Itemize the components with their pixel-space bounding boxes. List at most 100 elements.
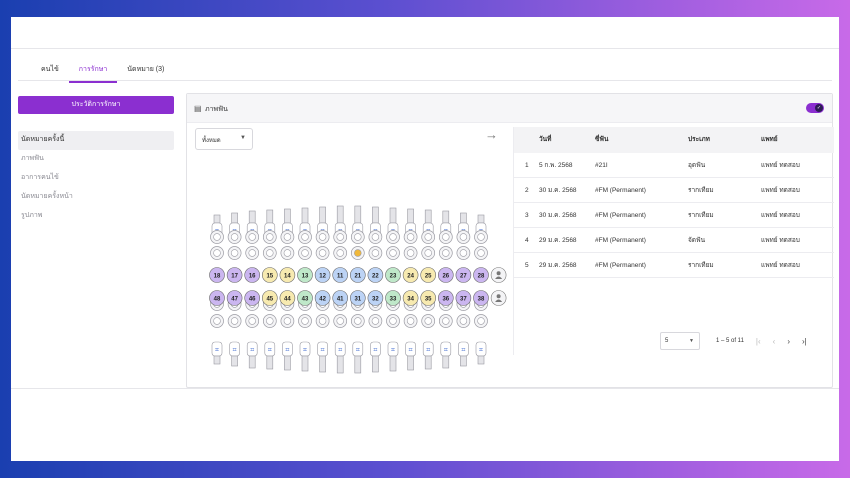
tooth-number: 33	[390, 296, 397, 302]
tooth-number: 46	[249, 296, 256, 302]
tooth-chart-icon: ▤	[194, 104, 202, 113]
tooth-surface-center	[283, 317, 292, 325]
tooth-root-22	[372, 206, 379, 224]
tooth-number-badge	[437, 290, 454, 306]
row-index: 2	[525, 187, 529, 194]
panel-title: ภาพฟัน	[205, 106, 228, 113]
tooth-root-42	[319, 355, 326, 373]
tooth-number: 47	[231, 296, 238, 302]
tooth-root-11	[336, 205, 344, 224]
tooth-occlusal-41: ⌗	[338, 347, 342, 354]
filter-value: ทั้งหมด	[202, 138, 221, 144]
tooth-root-18	[213, 214, 221, 224]
row-type: รากเทียม	[688, 262, 714, 269]
tooth-root-36	[442, 355, 450, 369]
tooth-root-35	[424, 355, 432, 370]
tooth-number: 44	[284, 296, 291, 302]
tooth-surface-center	[266, 249, 274, 257]
tooth-number: 42	[319, 296, 326, 302]
tooth-number-badge	[262, 290, 278, 306]
next-page-icon[interactable]: ›	[787, 336, 791, 346]
tooth-surface-center	[459, 233, 468, 241]
first-page-icon[interactable]: |‹	[755, 336, 761, 346]
tooth-number-badge	[244, 290, 260, 306]
tooth-occlusal-32: ⌗	[373, 347, 377, 354]
tooth-surface-center	[248, 249, 256, 257]
person-body-shape	[495, 276, 503, 279]
tooth-number: 48	[214, 296, 221, 302]
tooth-number: 26	[442, 273, 449, 279]
tooth-surface-center	[406, 249, 415, 257]
tooth-root-16	[248, 210, 256, 224]
prev-page-icon[interactable]: ‹	[772, 336, 776, 346]
tooth-number-badge	[209, 290, 225, 306]
tab-treatment[interactable]: การรักษา	[68, 63, 118, 83]
tooth-number: 22	[372, 273, 379, 279]
row-doctor: แพทย์ ทดสอบ	[761, 262, 800, 269]
tooth-number-badge	[297, 267, 313, 283]
table-row[interactable]: 5 29 ม.ค. 2568 #FM (Permanent) รากเทียม แพทย…	[514, 253, 834, 278]
row-doctor: แพทย์ ทดสอบ	[761, 162, 800, 169]
sidebar-item-dental-chart[interactable]: ภาพฟัน	[21, 154, 44, 162]
tooth-surface-center	[336, 249, 344, 257]
tooth-surface-center	[354, 233, 362, 241]
sidebar-menu: นัดหมายครั้งนี้ ภาพฟัน อาการคนไข้ นัดหมา…	[18, 130, 174, 226]
tooth-number: 11	[337, 273, 344, 279]
table-row[interactable]: 3 30 ม.ค. 2568 #FM (Permanent) รากเทียม แพทย…	[514, 203, 834, 228]
panel-toggle[interactable]: ✓	[806, 103, 824, 113]
table-row[interactable]: 4 29 ม.ค. 2568 #FM (Permanent) จัดฟัน แพทย์ …	[514, 228, 834, 253]
row-index: 5	[525, 262, 529, 269]
person-head-shape	[496, 294, 501, 299]
tooth-occlusal-45: ⌗	[268, 347, 272, 354]
tooth-number-badge	[402, 267, 419, 283]
tooth-surface-center	[406, 317, 415, 325]
tab-bar: คนไข้ การรักษา นัดหมาย (3)	[31, 63, 174, 83]
tooth-number-badge	[402, 290, 419, 306]
tooth-occlusal-44: ⌗	[285, 347, 289, 354]
tooth-surface-center	[318, 317, 327, 325]
tooth-number-badge	[420, 290, 436, 306]
table-row[interactable]: 2 30 ม.ค. 2568 #FM (Permanent) รากเทียม แพทย…	[514, 178, 834, 203]
top-bar	[11, 17, 839, 49]
header-tooth: ซี่ฟัน	[595, 136, 609, 143]
tooth-surface-center	[371, 233, 380, 241]
tooth-number: 21	[354, 273, 361, 279]
treatment-history-button[interactable]: ประวัติการรักษา	[18, 95, 174, 114]
header-date: วันที่	[539, 136, 552, 143]
tab-patient[interactable]: คนไข้	[41, 66, 59, 73]
sidebar-item-current-appointment[interactable]: นัดหมายครั้งนี้	[18, 130, 174, 150]
row-type: จัดฟัน	[688, 237, 706, 244]
sidebar-item-next-appointment[interactable]: นัดหมายครั้งหน้า	[21, 192, 73, 200]
tooth-number-badge	[279, 267, 296, 283]
rows-per-page-select[interactable]: 5 ▼	[660, 332, 700, 350]
tooth-number: 24	[407, 273, 414, 279]
tooth-number-badge	[226, 290, 243, 306]
table-row[interactable]: 1 5 ก.พ. 2568 #21I อุดฟัน แพทย์ ทดสอบ	[514, 153, 834, 178]
row-index: 4	[525, 237, 529, 244]
last-page-icon[interactable]: ›|	[802, 336, 807, 346]
sidebar-item-symptoms[interactable]: อาการคนไข้	[21, 173, 59, 181]
tooth-surface-center	[301, 233, 309, 241]
arrow-right-icon[interactable]: →	[485, 127, 498, 142]
tooth-surface-center	[424, 249, 432, 257]
tooth-occlusal-31: ⌗	[356, 347, 360, 354]
sidebar-item-images[interactable]: รูปภาพ	[21, 211, 43, 219]
tooth-root-26	[442, 210, 450, 224]
tooth-occlusal-47: ⌗	[233, 347, 237, 354]
tooth-number: 41	[337, 296, 344, 302]
row-doctor: แพทย์ ทดสอบ	[761, 187, 800, 194]
tooth-number: 31	[354, 296, 361, 302]
tooth-number-badge	[385, 267, 401, 283]
tooth-root-48	[213, 355, 221, 365]
tab-appointments[interactable]: นัดหมาย (3)	[127, 66, 165, 73]
header-index	[514, 127, 535, 153]
tooth-surface-center	[230, 249, 239, 257]
tooth-number: 37	[460, 296, 467, 302]
filter-select[interactable]: ทั้งหมด ▼	[195, 128, 253, 150]
tooth-number: 34	[407, 296, 414, 302]
tooth-number: 43	[302, 296, 309, 302]
tooth-occlusal-37: ⌗	[461, 347, 465, 354]
tooth-number: 25	[425, 273, 432, 279]
tooth-surface-center	[424, 317, 432, 325]
tooth-number: 12	[319, 273, 326, 279]
